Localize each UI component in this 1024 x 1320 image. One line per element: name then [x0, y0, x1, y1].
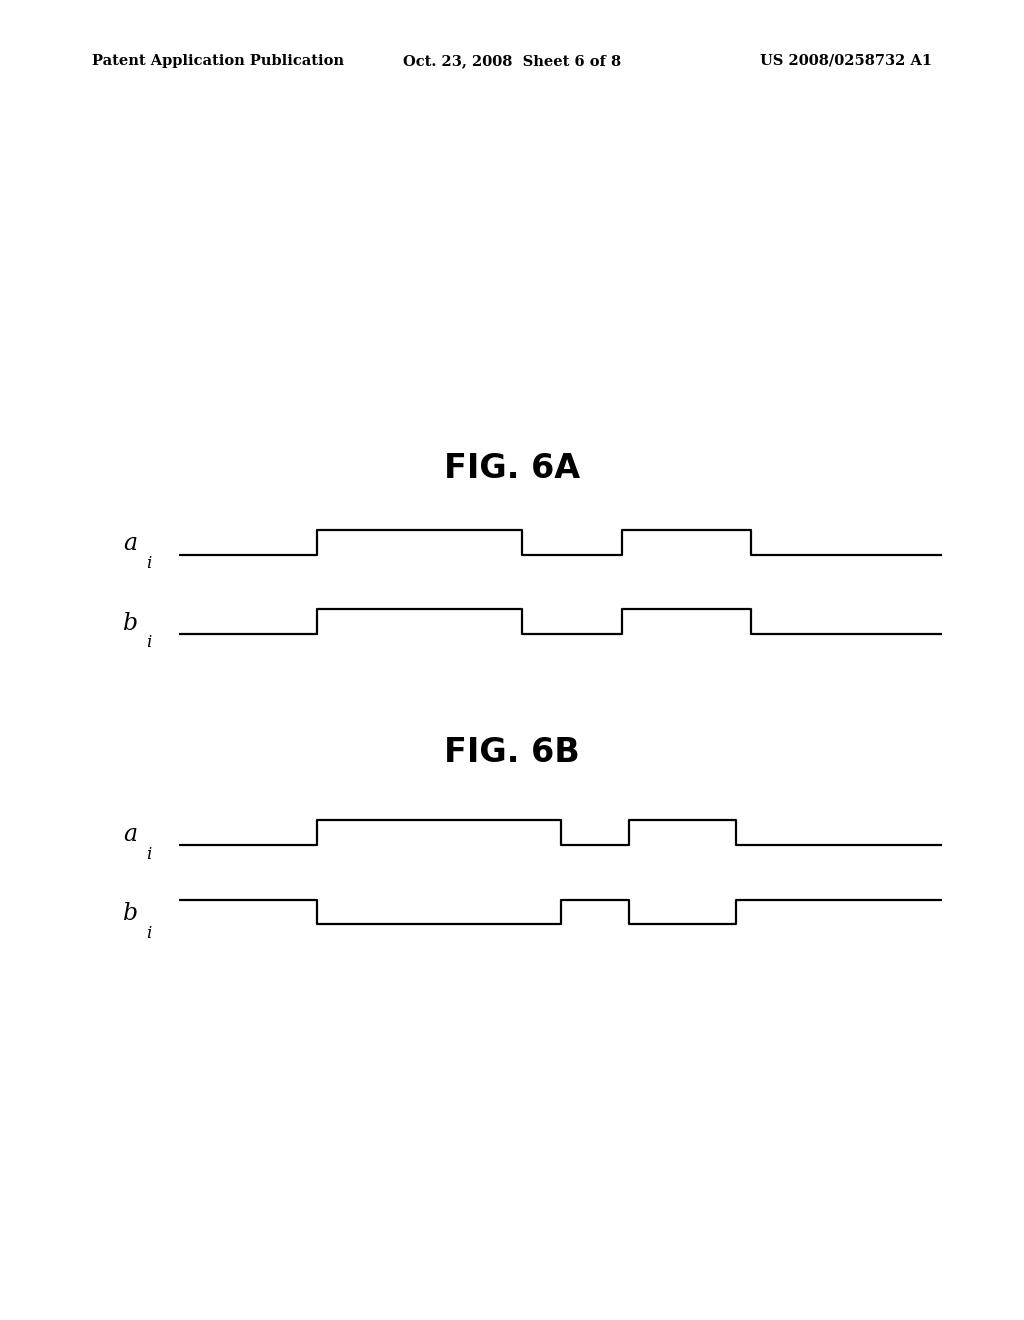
Text: FIG. 6B: FIG. 6B: [444, 737, 580, 768]
Text: i: i: [145, 925, 152, 941]
Text: a: a: [123, 822, 137, 846]
Text: i: i: [145, 846, 152, 862]
Text: a: a: [123, 532, 137, 556]
Text: b: b: [123, 611, 137, 635]
Text: Patent Application Publication: Patent Application Publication: [92, 54, 344, 67]
Text: b: b: [123, 902, 137, 925]
Text: US 2008/0258732 A1: US 2008/0258732 A1: [760, 54, 932, 67]
Text: i: i: [145, 635, 152, 651]
Text: Oct. 23, 2008  Sheet 6 of 8: Oct. 23, 2008 Sheet 6 of 8: [402, 54, 622, 67]
Text: FIG. 6A: FIG. 6A: [444, 451, 580, 486]
Text: i: i: [145, 556, 152, 572]
